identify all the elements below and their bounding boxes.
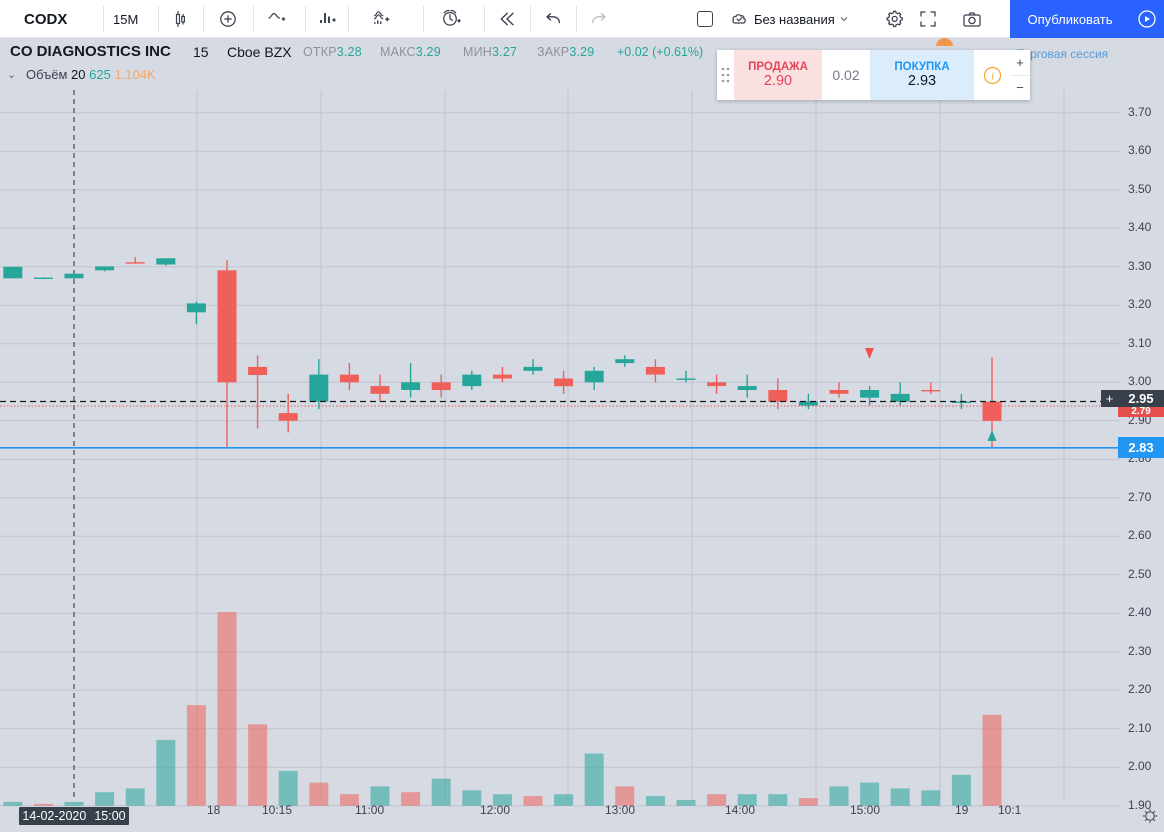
svg-text:i: i (990, 70, 993, 82)
